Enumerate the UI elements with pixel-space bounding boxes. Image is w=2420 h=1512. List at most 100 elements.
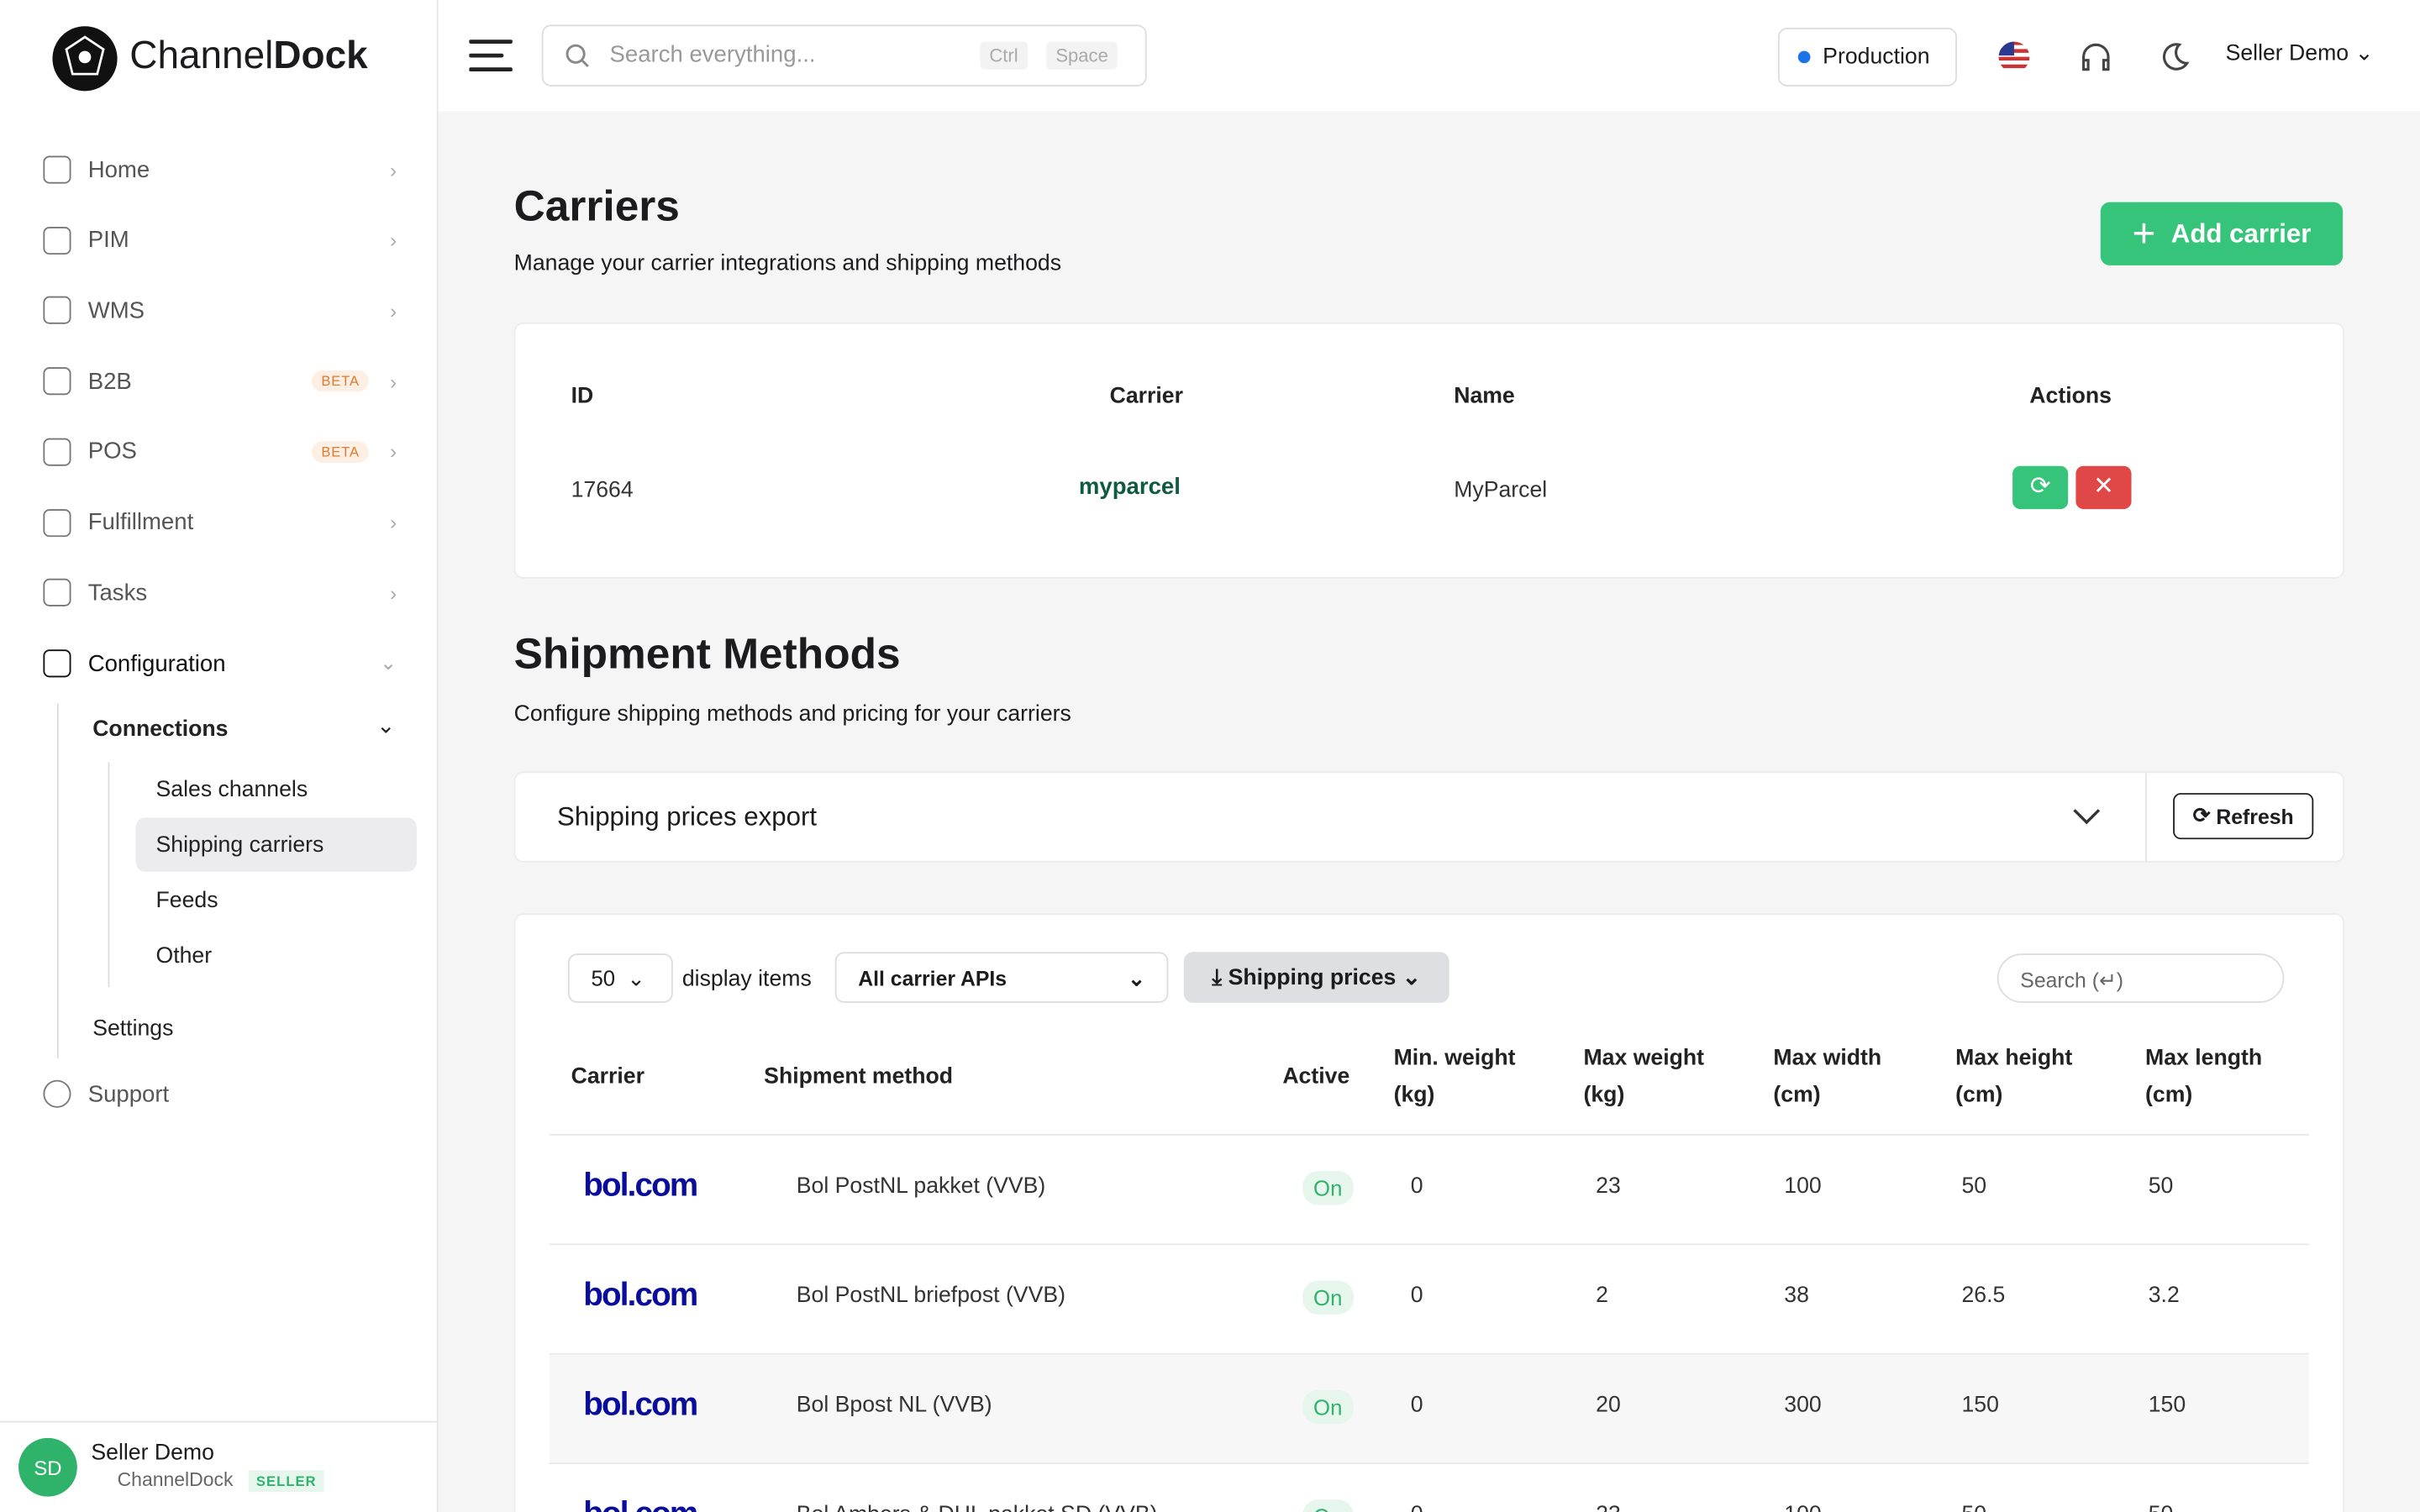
cell: 20 xyxy=(1596,1393,1621,1418)
nav-label: Home xyxy=(87,156,150,183)
select-value: All carrier APIs xyxy=(858,967,1007,991)
row-divider xyxy=(549,1352,2309,1355)
export-panel: Shipping prices export ⟳ Refresh xyxy=(513,771,2345,863)
user-menu[interactable]: Seller Demo ⌄ xyxy=(2225,41,2374,66)
carrier-logo: bol.com xyxy=(583,1497,698,1512)
cell: 0 xyxy=(1410,1393,1423,1418)
nav-icon xyxy=(43,1079,71,1108)
nav-item[interactable]: Tasks › xyxy=(43,570,406,616)
active-highlight xyxy=(135,817,417,872)
tree-line xyxy=(108,762,110,988)
theme-toggle[interactable] xyxy=(2156,40,2190,74)
display-items-label: display items xyxy=(681,967,812,993)
carriers-card: ID Carrier Name Actions 17664 myparcel MyParce… xyxy=(513,322,2345,579)
nav-label: Support xyxy=(87,1080,170,1107)
nav-icon xyxy=(43,367,71,396)
nav-item[interactable]: Home › xyxy=(43,146,406,192)
support-icon[interactable] xyxy=(2079,40,2112,74)
cell: 38 xyxy=(1784,1284,1809,1309)
page-size-select[interactable]: 50 ⌄ xyxy=(567,953,673,1003)
chevron: › xyxy=(390,299,397,323)
divider xyxy=(2145,773,2147,861)
column-header: Name xyxy=(1454,384,1515,409)
export-label[interactable]: Shipping prices export xyxy=(557,802,818,832)
nav-item[interactable]: PIM › xyxy=(43,217,406,263)
column-header: Shipment method xyxy=(764,1064,954,1089)
nav-icon xyxy=(43,297,71,325)
cell: 3.2 xyxy=(2148,1284,2180,1309)
nav-item[interactable]: WMS › xyxy=(43,287,406,333)
nav-icon xyxy=(43,438,71,466)
shipping-prices-button[interactable]: ⤓ Shipping prices ⌄ xyxy=(1183,952,1449,1003)
nav-label: PIM xyxy=(87,227,129,254)
nav-subitem[interactable]: Feeds xyxy=(155,888,218,914)
nav-subitem[interactable]: Sales channels xyxy=(155,777,308,803)
nav-item[interactable]: Support xyxy=(43,1071,406,1117)
sync-button[interactable]: ⟳ xyxy=(2012,465,2069,510)
nav-label: WMS xyxy=(87,297,145,324)
cell: 150 xyxy=(2148,1393,2186,1418)
env-label: Production xyxy=(1823,45,1930,70)
nav-item[interactable]: POS BETA › xyxy=(43,428,406,475)
nav-label: Tasks xyxy=(87,580,148,606)
carrier-logo: bol.com xyxy=(583,1387,698,1423)
search-icon xyxy=(566,44,589,68)
cell: Bol Bpost NL (VVB) xyxy=(796,1393,992,1418)
page-subtitle: Manage your carrier integrations and shi… xyxy=(513,251,1062,276)
cell: 50 xyxy=(2148,1173,2174,1200)
column-header: Active xyxy=(1282,1064,1350,1089)
carrier-logo: myparcel xyxy=(1078,473,1181,501)
nav-subitem[interactable]: Settings xyxy=(92,1016,174,1042)
nav-item[interactable]: Fulfillment › xyxy=(43,499,406,545)
nav-subitem[interactable]: Connections xyxy=(92,717,229,743)
chevron[interactable] xyxy=(2071,807,2102,826)
cell: 100 xyxy=(1784,1503,1821,1512)
button-label: Refresh xyxy=(2216,804,2294,828)
add-carrier-button[interactable]: + Add carrier xyxy=(2100,202,2344,265)
divider xyxy=(0,1420,437,1423)
nav-subitem[interactable]: Shipping carriers xyxy=(155,832,324,858)
table-search[interactable]: Search (↵) xyxy=(1996,953,2285,1003)
row-divider xyxy=(549,1134,2309,1136)
cell: 23 xyxy=(1596,1173,1621,1200)
cell: 0 xyxy=(1410,1173,1423,1200)
column-header: ID xyxy=(571,384,594,409)
status-badge: On xyxy=(1302,1171,1354,1205)
nav-label: B2B xyxy=(87,368,132,395)
select-value: 50 xyxy=(591,965,616,991)
column-header: Max length (cm) xyxy=(2145,1046,2263,1108)
search-box[interactable]: Search everything... Ctrl Space xyxy=(541,24,1147,87)
user-company: ChannelDock xyxy=(117,1468,234,1491)
tree-line xyxy=(56,703,59,1059)
column-header: Max height (cm) xyxy=(1955,1046,2073,1108)
carrier-filter[interactable]: All carrier APIs ⌄ xyxy=(834,952,1169,1003)
delete-button[interactable]: ✕ xyxy=(2075,465,2132,510)
nav-subitem[interactable]: Other xyxy=(155,944,213,969)
carrier-logo: bol.com xyxy=(583,1277,698,1314)
section-title: Shipment Methods xyxy=(513,629,901,678)
search-placeholder: Search everything... xyxy=(609,41,816,68)
cell: 26.5 xyxy=(1961,1284,2006,1309)
sidebar: ChannelDock SD Seller Demo ChannelDock S… xyxy=(0,0,439,1512)
cell: Bol PostNL pakket (VVB) xyxy=(796,1173,1046,1200)
env-dot xyxy=(1797,50,1811,64)
nav-item[interactable]: Configuration ⌄ xyxy=(43,640,406,686)
button-label: Shipping prices xyxy=(1228,964,1397,990)
nav-item[interactable]: B2B BETA › xyxy=(43,358,406,404)
logo-icon xyxy=(52,26,118,92)
menu-toggle[interactable] xyxy=(469,37,513,74)
row-divider xyxy=(549,1462,2309,1465)
nav-icon xyxy=(43,649,71,678)
environment[interactable]: Production xyxy=(1777,28,1957,87)
cell: 150 xyxy=(1961,1393,1999,1418)
flag[interactable] xyxy=(1997,40,2031,74)
nav-label: Fulfillment xyxy=(87,509,194,536)
user-name: Seller Demo xyxy=(91,1441,214,1466)
shortcut-key: Ctrl xyxy=(980,41,1028,70)
row-hover xyxy=(549,1354,2309,1463)
cell: 17664 xyxy=(571,478,634,503)
refresh-button[interactable]: ⟳ Refresh xyxy=(2173,793,2314,840)
chevron: › xyxy=(390,510,397,534)
